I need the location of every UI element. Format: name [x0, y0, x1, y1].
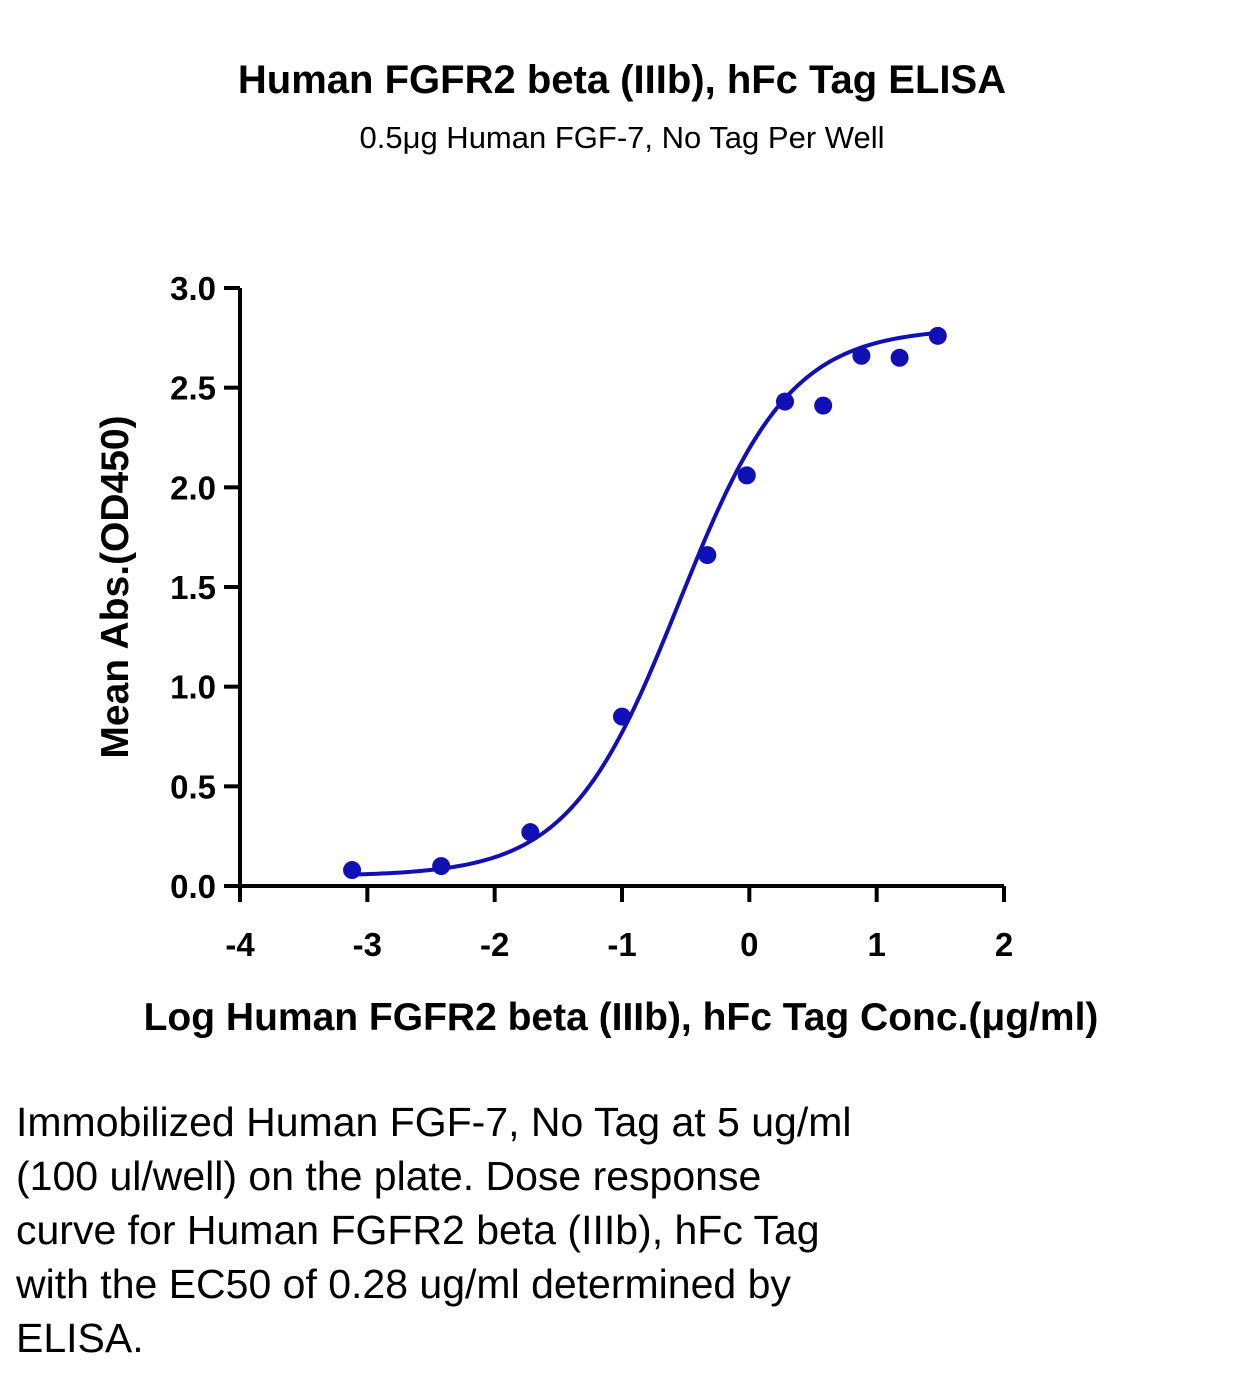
fit-curve-line — [351, 330, 938, 877]
y-tick-label: 3.0 — [170, 270, 216, 307]
y-tick-label: 1.5 — [170, 569, 216, 606]
y-axis-title: Mean Abs.(OD450) — [94, 415, 137, 758]
data-points-layer — [343, 326, 947, 880]
chart-subtitle: 0.5μg Human FGF-7, No Tag Per Well — [360, 120, 885, 155]
data-point — [852, 346, 871, 365]
data-point — [343, 861, 362, 880]
data-point — [521, 823, 540, 842]
y-tick-label: 0.0 — [170, 868, 216, 905]
x-axis-title: Log Human FGFR2 beta (IIIb), hFc Tag Con… — [144, 996, 1099, 1039]
caption-line: Immobilized Human FGF-7, No Tag at 5 ug/… — [16, 1099, 852, 1145]
y-tick-label: 1.0 — [170, 669, 216, 706]
elisa-chart: Human FGFR2 beta (IIIb), hFc Tag ELISA 0… — [94, 58, 1099, 1039]
caption-line: (100 ul/well) on the plate. Dose respons… — [16, 1153, 762, 1199]
x-tick-label: -1 — [607, 926, 636, 963]
x-axis: -4 -3 -2 -1 0 1 2 — [225, 884, 1013, 963]
caption-line: curve for Human FGFR2 beta (IIIb), hFc T… — [16, 1207, 820, 1253]
x-tick-label: -2 — [480, 926, 509, 963]
y-tick-label: 2.5 — [170, 370, 216, 407]
y-tick-label: 2.0 — [170, 469, 216, 506]
data-point — [928, 326, 947, 345]
fit-curve-layer — [351, 330, 938, 877]
x-tick-label: -3 — [353, 926, 382, 963]
y-axis: 0.0 0.5 1.0 1.5 2.0 2.5 3.0 — [170, 270, 242, 905]
data-point — [737, 466, 756, 485]
x-tick-label: 2 — [995, 926, 1013, 963]
x-tick-label: -4 — [225, 926, 255, 963]
data-point — [775, 392, 794, 411]
data-point — [814, 396, 833, 415]
chart-title: Human FGFR2 beta (IIIb), hFc Tag ELISA — [238, 58, 1006, 102]
caption-line: ELISA. — [16, 1315, 144, 1361]
data-point — [698, 546, 717, 565]
y-tick-label: 0.5 — [170, 768, 216, 805]
x-tick-label: 1 — [867, 926, 885, 963]
caption-line: with the EC50 of 0.28 ug/ml determined b… — [16, 1261, 791, 1307]
data-point — [432, 857, 451, 876]
x-tick-label: 0 — [740, 926, 758, 963]
figure-caption: Immobilized Human FGF-7, No Tag at 5 ug/… — [16, 1095, 1216, 1365]
data-point — [890, 348, 909, 367]
data-point — [613, 707, 631, 726]
